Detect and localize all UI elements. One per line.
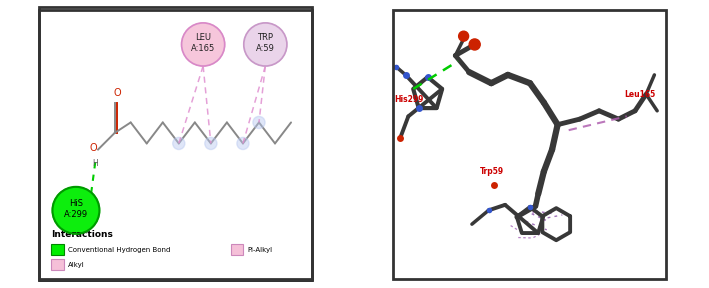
Circle shape — [244, 23, 287, 66]
Text: O: O — [89, 143, 97, 153]
Text: His299: His299 — [394, 95, 424, 104]
Circle shape — [253, 116, 265, 128]
Circle shape — [182, 23, 225, 66]
Text: Interactions: Interactions — [51, 230, 113, 239]
Bar — [51, 244, 64, 255]
Circle shape — [459, 31, 469, 41]
Bar — [38, 7, 313, 281]
Bar — [51, 259, 64, 270]
Text: Pi-Alkyl: Pi-Alkyl — [247, 247, 272, 253]
Circle shape — [469, 39, 480, 50]
Bar — [230, 244, 243, 255]
Circle shape — [205, 137, 217, 149]
Text: Alkyl: Alkyl — [67, 262, 84, 268]
Bar — [393, 10, 666, 279]
Circle shape — [173, 137, 185, 149]
Text: LEU
A:165: LEU A:165 — [191, 33, 216, 53]
Text: H: H — [92, 159, 98, 168]
Circle shape — [237, 137, 249, 149]
Text: O: O — [113, 88, 121, 98]
Text: Trp59: Trp59 — [480, 167, 504, 176]
Text: Leu165: Leu165 — [624, 90, 655, 99]
Text: Conventional Hydrogen Bond: Conventional Hydrogen Bond — [67, 247, 170, 253]
Circle shape — [52, 187, 99, 234]
Text: TRP
A:59: TRP A:59 — [256, 33, 275, 53]
Bar — [38, 10, 312, 279]
Text: HiS
A:299: HiS A:299 — [64, 199, 88, 219]
